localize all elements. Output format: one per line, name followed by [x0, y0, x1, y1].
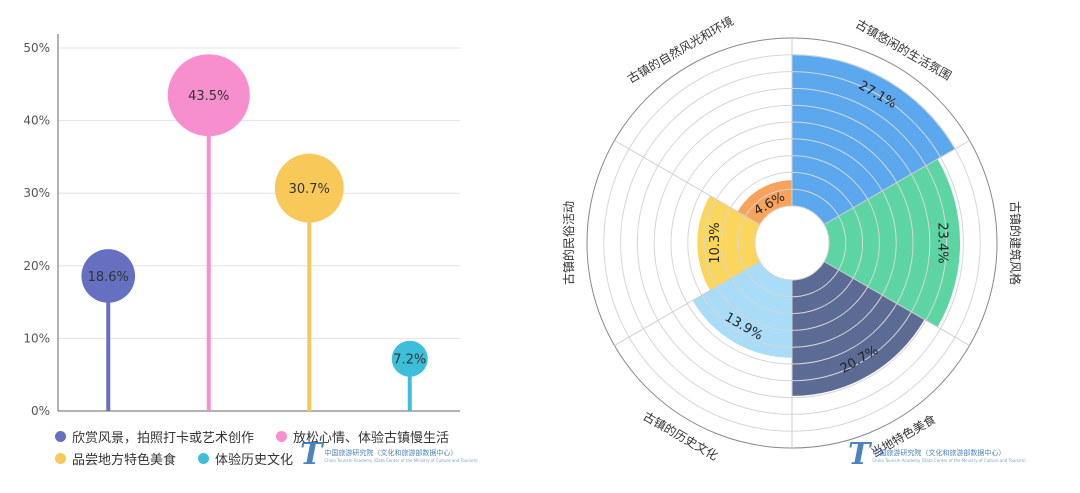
legend-swatch	[198, 452, 210, 464]
polar-bar[interactable]	[792, 261, 925, 396]
polar-spoke	[614, 140, 761, 225]
legend: 欣赏风景，拍照打卡或艺术创作 放松心情、体验古镇慢生活 品尝地方特色美食 体验历…	[55, 425, 475, 469]
legend-item[interactable]: 放松心情、体验古镇慢生活	[276, 427, 449, 446]
legend-item[interactable]: 体验历史文化	[198, 449, 293, 468]
data-label: 7.2%	[393, 353, 426, 368]
polar-bar[interactable]	[692, 261, 792, 358]
watermark-left: T 中国旅游研究院（文化和旅游部数据中心） China Tourism Acad…	[300, 440, 478, 470]
y-tick-label: 30%	[23, 186, 50, 200]
lollipop-chart: 0% 10% 20% 30% 40% 50% 18.6% 43.5% 30.7% 7.2%	[23, 34, 460, 418]
legend-label: 品尝地方特色美食	[72, 452, 177, 468]
legend-swatch	[55, 452, 66, 464]
data-label: 18.6%	[88, 270, 129, 285]
legend-swatch	[55, 430, 66, 442]
category-label: 古镇的建筑风格	[1008, 201, 1023, 285]
legend-item[interactable]: 欣赏风景，拍照打卡或艺术创作	[55, 427, 254, 446]
watermark-logo-icon: T	[848, 437, 871, 472]
lollipop-bubble[interactable]	[274, 153, 344, 223]
data-label: 10.3%	[708, 222, 723, 263]
watermark-right: T 中国旅游研究院（文化和旅游部数据中心） China Tourism Acad…	[848, 440, 1026, 470]
legend-swatch	[276, 430, 288, 442]
legend-label: 欣赏风景，拍照打卡或艺术创作	[72, 430, 255, 446]
data-label: 43.5%	[188, 89, 229, 104]
polar-spoke	[823, 140, 970, 225]
polar-spoke	[614, 261, 761, 346]
y-tick-label: 10%	[23, 331, 50, 345]
y-tick-label: 50%	[23, 41, 50, 55]
y-tick-label: 20%	[23, 259, 50, 273]
watermark-cn: 中国旅游研究院（文化和旅游部数据中心）	[872, 448, 1006, 457]
y-tick-label: 0%	[31, 404, 50, 418]
polar-spoke	[823, 261, 970, 346]
category-label: 古镇的历史文化	[641, 408, 721, 463]
legend-label: 体验历史文化	[215, 452, 294, 468]
legend-label: 放松心情、体验古镇慢生活	[293, 430, 450, 446]
polar-bar[interactable]	[697, 195, 760, 291]
watermark-logo-icon: T	[300, 437, 323, 472]
category-label: 古镇的自然风光和环境	[625, 13, 736, 86]
watermark-cn: 中国旅游研究院（文化和旅游部数据中心）	[324, 448, 458, 457]
category-label: 古镇的民俗活动	[561, 201, 576, 285]
lollipop-bubble[interactable]	[81, 249, 136, 303]
lollipop-bubble[interactable]	[391, 340, 428, 377]
watermark-en: China Tourism Academy (Data Center of th…	[324, 457, 478, 463]
data-label: 23.4%	[935, 222, 950, 263]
legend-item[interactable]: 品尝地方特色美食	[55, 449, 176, 468]
polar-bar[interactable]	[824, 158, 961, 328]
y-tick-label: 40%	[23, 114, 50, 128]
lollipop-bubble[interactable]	[167, 54, 250, 137]
watermark-en: China Tourism Academy (Data Center of th…	[872, 457, 1026, 463]
polar-gridline	[754, 205, 830, 281]
data-label: 30.7%	[289, 182, 330, 197]
polar-bar[interactable]	[792, 54, 956, 225]
